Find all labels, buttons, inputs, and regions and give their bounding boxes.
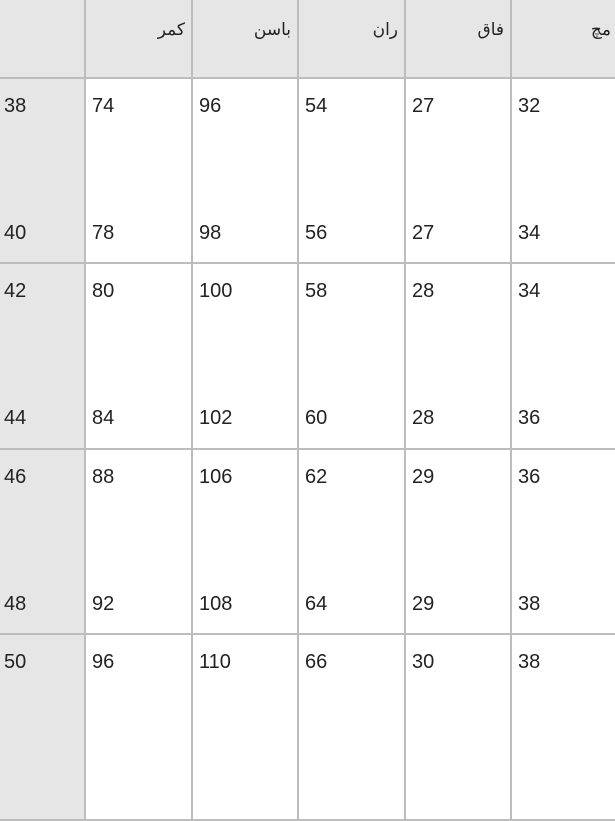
measure-value: 96: [92, 651, 115, 673]
measure-value: 58: [305, 280, 328, 302]
measure-value: 60: [305, 407, 328, 429]
measure-cell: 58 60: [299, 264, 406, 450]
measure-value: 38: [518, 593, 541, 615]
size-value: 50: [4, 651, 27, 673]
size-cell: 50: [0, 635, 86, 821]
header-cell: فاق: [406, 0, 512, 79]
measure-cell: 74 78: [86, 79, 193, 264]
header-cell: ران: [299, 0, 406, 79]
measure-cell: 36 38: [512, 450, 615, 635]
measure-value: 27: [412, 95, 435, 117]
measure-cell: 27 27: [406, 79, 512, 264]
measure-cell: 29 29: [406, 450, 512, 635]
measure-cell: 100 102: [193, 264, 299, 450]
measure-value: 36: [518, 466, 541, 488]
measure-value: 88: [92, 466, 115, 488]
header-cell: کمر: [86, 0, 193, 79]
measure-value: 102: [199, 407, 233, 429]
measure-value: 28: [412, 280, 435, 302]
header-cell: مچ: [512, 0, 615, 79]
size-value: 40: [4, 222, 27, 244]
measure-value: 38: [518, 651, 541, 673]
measure-cell: 96: [86, 635, 193, 821]
header-label: باسن: [253, 20, 291, 39]
measure-value: 27: [412, 222, 435, 244]
measure-value: 29: [412, 593, 435, 615]
size-value: 38: [4, 95, 27, 117]
measure-value: 66: [305, 651, 328, 673]
measure-value: 62: [305, 466, 328, 488]
size-value: 46: [4, 466, 27, 488]
measure-cell: 32 34: [512, 79, 615, 264]
size-value: 48: [4, 593, 27, 615]
measure-value: 106: [199, 466, 233, 488]
measure-value: 96: [199, 95, 222, 117]
measure-value: 28: [412, 407, 435, 429]
measure-cell: 54 56: [299, 79, 406, 264]
measure-value: 64: [305, 593, 328, 615]
size-value: 44: [4, 407, 27, 429]
header-label: کمر: [157, 20, 185, 39]
measure-value: 29: [412, 466, 435, 488]
measure-value: 98: [199, 222, 222, 244]
measure-value: 34: [518, 280, 541, 302]
measure-cell: 38: [512, 635, 615, 821]
header-label: مچ: [590, 20, 611, 39]
size-cell: 46 48: [0, 450, 86, 635]
measure-value: 34: [518, 222, 541, 244]
size-value: 42: [4, 280, 27, 302]
measure-value: 56: [305, 222, 328, 244]
measure-cell: 28 28: [406, 264, 512, 450]
measure-value: 100: [199, 280, 233, 302]
measure-cell: 66: [299, 635, 406, 821]
measure-cell: 110: [193, 635, 299, 821]
header-label: فاق: [477, 20, 505, 39]
size-cell: 42 44: [0, 264, 86, 450]
measure-cell: 62 64: [299, 450, 406, 635]
measure-value: 32: [518, 95, 541, 117]
measure-value: 108: [199, 593, 233, 615]
measure-cell: 34 36: [512, 264, 615, 450]
measure-value: 78: [92, 222, 115, 244]
measure-value: 80: [92, 280, 115, 302]
measure-cell: 30: [406, 635, 512, 821]
header-cell: [0, 0, 86, 79]
measure-value: 92: [92, 593, 115, 615]
measure-cell: 80 84: [86, 264, 193, 450]
header-cell: باسن: [193, 0, 299, 79]
measure-value: 30: [412, 651, 435, 673]
measure-value: 84: [92, 407, 115, 429]
size-cell: 38 40: [0, 79, 86, 264]
measure-value: 36: [518, 407, 541, 429]
measure-cell: 106 108: [193, 450, 299, 635]
measure-cell: 88 92: [86, 450, 193, 635]
measure-value: 110: [199, 651, 231, 673]
measure-value: 54: [305, 95, 328, 117]
header-label: ران: [372, 20, 398, 39]
measure-cell: 96 98: [193, 79, 299, 264]
measure-value: 74: [92, 95, 115, 117]
